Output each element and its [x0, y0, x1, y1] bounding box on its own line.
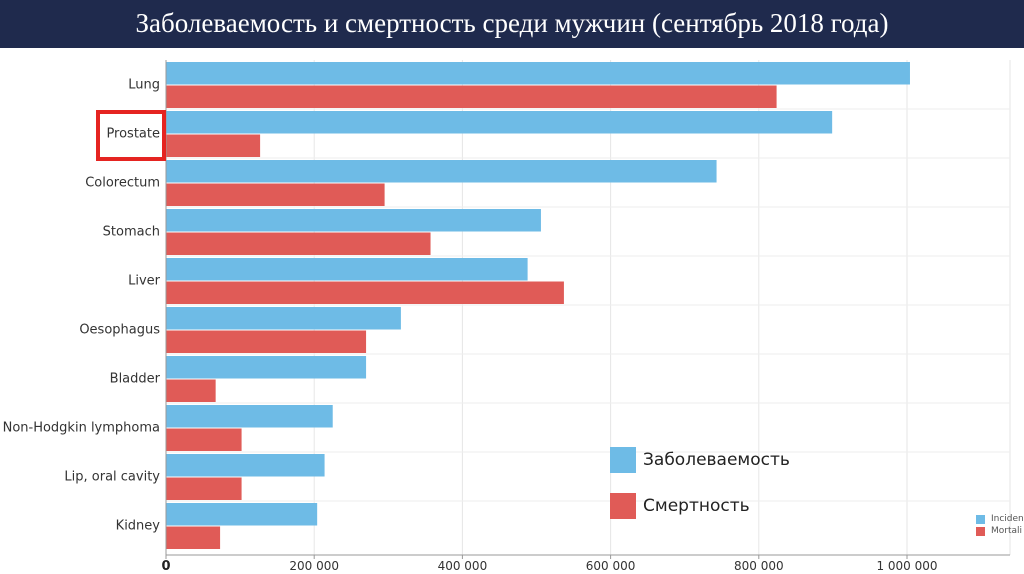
- bar-chart: Lung Prostate Colorectum Stomach Liver Oesoph…: [3, 60, 1011, 574]
- bar-mortality-oesophagus: [166, 330, 367, 353]
- bar-incidence-oesophagus: [166, 307, 401, 330]
- highlight-box-prostate: [96, 110, 166, 161]
- bar-incidence-bladder: [166, 356, 367, 379]
- x-tick-label: 1 000 000: [876, 559, 937, 573]
- small-legend-label-mortality: Mortali: [991, 526, 1023, 536]
- bar-incidence-liver: [166, 258, 528, 281]
- small-legend-swatch-mortality: [976, 527, 985, 536]
- x-tick-label: 200 000: [289, 559, 339, 573]
- bar-incidence-colorectum: [166, 160, 717, 183]
- bar-mortality-bladder: [166, 379, 216, 402]
- category-label: Colorectum: [85, 176, 160, 191]
- legend-swatch-mortality: [610, 493, 636, 519]
- bar-mortality-lung: [166, 85, 777, 108]
- category-label: Bladder: [110, 372, 161, 387]
- small-legend-swatch-incidence: [976, 515, 985, 524]
- x-tick-label: 400 000: [438, 559, 488, 573]
- bar-mortality-stomach: [166, 232, 431, 255]
- category-label: Prostate: [106, 127, 160, 142]
- title-bar: Заболеваемость и смертность среди мужчин…: [0, 0, 1024, 48]
- bar-mortality-colorectum: [166, 183, 385, 206]
- small-legend-label-incidence: Inciden: [991, 514, 1024, 524]
- grid-lines: [166, 60, 1011, 555]
- axis: [165, 60, 1010, 556]
- legend-label-mortality: Смертность: [643, 496, 750, 516]
- bar-incidence-lung: [166, 62, 910, 85]
- bar-mortality-kidney: [166, 526, 221, 549]
- chart-title: Заболеваемость и смертность среди мужчин…: [135, 8, 889, 38]
- bar-incidence-non-hodgkin-lymphoma: [166, 405, 333, 428]
- x-tick-labels: 0 200 000 400 000 600 000 800 000 1 000 000: [161, 555, 938, 574]
- bar-mortality-non-hodgkin-lymphoma: [166, 428, 242, 451]
- category-label: Lip, oral cavity: [64, 470, 160, 485]
- category-label: Stomach: [103, 225, 160, 240]
- legend-label-incidence: Заболеваемость: [643, 450, 790, 470]
- bar-incidence-stomach: [166, 209, 541, 232]
- x-tick-label: 600 000: [586, 559, 636, 573]
- category-label: Non-Hodgkin lymphoma: [3, 421, 160, 436]
- bar-mortality-lip-oral-cavity: [166, 477, 242, 500]
- bar-mortality-liver: [166, 281, 564, 304]
- bar-incidence-lip-oral-cavity: [166, 454, 325, 477]
- category-labels: Lung Prostate Colorectum Stomach Liver Oesoph…: [3, 78, 161, 534]
- category-label: Lung: [128, 78, 160, 93]
- category-label: Oesophagus: [79, 323, 160, 338]
- category-label: Liver: [128, 274, 161, 289]
- legend-swatch-incidence: [610, 447, 636, 473]
- bar-incidence-kidney: [166, 503, 318, 526]
- bars: [166, 62, 910, 549]
- bar-mortality-prostate: [166, 134, 261, 157]
- category-label: Kidney: [116, 519, 161, 534]
- bar-incidence-prostate: [166, 111, 833, 134]
- x-tick-label: 800 000: [734, 559, 784, 573]
- x-tick-label: 0: [161, 559, 170, 574]
